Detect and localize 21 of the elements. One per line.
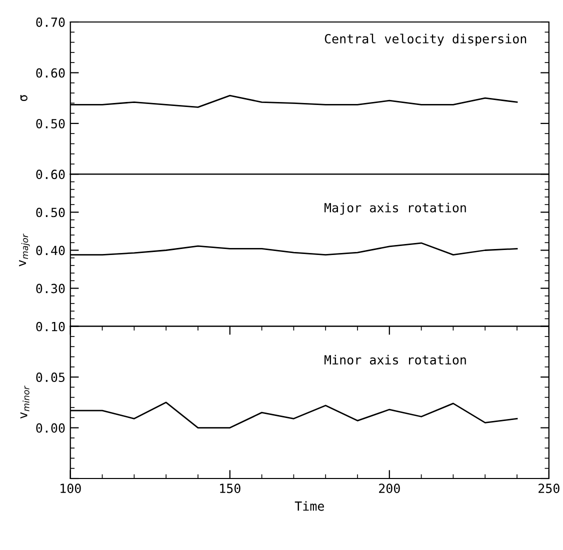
y-axis-title: σ: [20, 94, 28, 102]
annotation: Major axis rotation: [324, 202, 466, 215]
y-tick-label: 0.60: [36, 68, 65, 78]
x-axis-title: Time: [294, 501, 324, 511]
y-tick-label: 0.10: [36, 322, 65, 332]
x-tick-label: 150: [220, 484, 240, 494]
x-tick-label: 100: [60, 484, 81, 494]
annotation: Central velocity dispersion: [324, 34, 526, 46]
y-axis-title: v$_{major}$: [19, 234, 30, 266]
y-tick-label: 0.70: [36, 18, 65, 27]
y-tick-label: 0.40: [36, 246, 65, 256]
x-tick-label: 250: [538, 484, 560, 494]
y-axis-title: v$_{minor}$: [20, 386, 30, 419]
y-tick-label: 0.00: [36, 423, 65, 433]
annotation: Minor axis rotation: [324, 354, 466, 365]
y-tick-label: 0.50: [36, 208, 65, 218]
x-tick-label: 200: [379, 484, 400, 494]
y-tick-label: 0.60: [36, 170, 65, 180]
y-tick-label: 0.30: [36, 284, 65, 294]
y-tick-label: 0.50: [36, 118, 65, 128]
y-tick-label: 0.05: [36, 372, 65, 382]
